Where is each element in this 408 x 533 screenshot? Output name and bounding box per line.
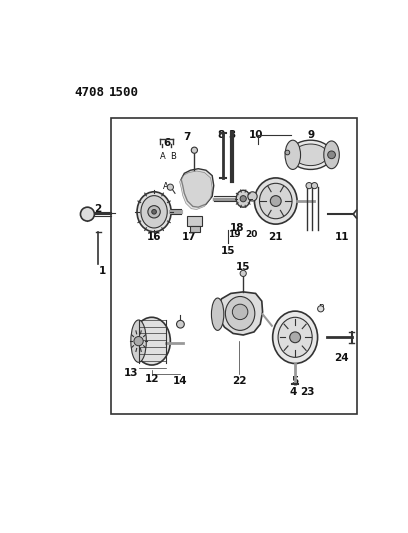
Text: B: B	[171, 152, 176, 161]
Text: 9: 9	[308, 130, 315, 140]
Circle shape	[80, 207, 94, 221]
Ellipse shape	[294, 144, 328, 166]
Circle shape	[317, 306, 324, 312]
Circle shape	[240, 270, 246, 277]
Text: 1500: 1500	[109, 85, 139, 99]
Text: 11: 11	[335, 232, 349, 242]
Ellipse shape	[278, 317, 312, 357]
Text: 10: 10	[249, 130, 264, 140]
Text: 15: 15	[236, 262, 251, 272]
Text: 18: 18	[230, 223, 244, 232]
Text: A: A	[163, 182, 169, 191]
Ellipse shape	[133, 317, 171, 365]
Circle shape	[306, 182, 312, 189]
Circle shape	[134, 336, 143, 346]
Circle shape	[167, 184, 173, 190]
Circle shape	[232, 304, 248, 320]
Text: 1: 1	[99, 265, 106, 276]
Text: 4708: 4708	[74, 85, 104, 99]
Text: 3: 3	[228, 130, 235, 140]
Ellipse shape	[211, 298, 224, 330]
Polygon shape	[180, 171, 212, 209]
Circle shape	[285, 150, 290, 155]
Polygon shape	[181, 168, 214, 207]
Text: 24: 24	[334, 353, 349, 363]
Ellipse shape	[141, 196, 167, 228]
Text: 16: 16	[147, 232, 161, 242]
Ellipse shape	[324, 141, 339, 168]
Text: 17: 17	[182, 232, 196, 242]
Text: 15: 15	[220, 246, 235, 256]
Circle shape	[177, 320, 184, 328]
Text: 19: 19	[228, 230, 241, 238]
Circle shape	[290, 332, 301, 343]
Circle shape	[311, 182, 317, 189]
Text: 5: 5	[291, 376, 299, 386]
Polygon shape	[217, 292, 263, 335]
Text: 13: 13	[124, 368, 138, 378]
Ellipse shape	[131, 320, 146, 362]
Circle shape	[240, 196, 246, 202]
Circle shape	[148, 206, 160, 218]
Ellipse shape	[273, 311, 317, 364]
Ellipse shape	[248, 192, 257, 201]
Circle shape	[152, 209, 156, 214]
Text: 2: 2	[94, 204, 101, 214]
Ellipse shape	[225, 296, 255, 330]
Ellipse shape	[236, 190, 250, 207]
Bar	[111, 118, 357, 414]
Circle shape	[328, 151, 335, 159]
Ellipse shape	[259, 183, 292, 219]
Text: 4: 4	[290, 387, 297, 398]
Text: A: A	[160, 152, 166, 161]
Circle shape	[191, 147, 197, 154]
Circle shape	[271, 196, 281, 206]
Text: 12: 12	[144, 374, 159, 384]
Ellipse shape	[255, 178, 297, 224]
Bar	[186, 216, 202, 225]
Text: 7: 7	[183, 132, 190, 142]
Text: 21: 21	[268, 232, 283, 242]
Text: 6: 6	[163, 138, 171, 148]
Text: 22: 22	[232, 376, 246, 386]
Ellipse shape	[289, 140, 332, 169]
Text: 23: 23	[301, 387, 315, 398]
Text: B: B	[318, 304, 324, 313]
Text: 14: 14	[173, 376, 188, 386]
Text: 8: 8	[218, 130, 225, 140]
Text: 20: 20	[245, 230, 257, 238]
Bar	[191, 225, 200, 232]
Ellipse shape	[137, 192, 171, 232]
Ellipse shape	[285, 140, 301, 169]
